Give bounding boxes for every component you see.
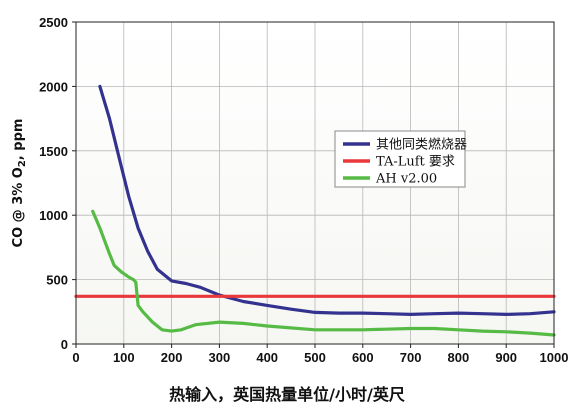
x-tick-label-900: 900 [495, 350, 517, 365]
x-tick-label-0: 0 [72, 350, 79, 365]
x-tick-label-800: 800 [448, 350, 470, 365]
series-line-3 [91, 209, 556, 337]
series-line-1 [98, 84, 556, 316]
ticks-layer: 0 100 200 300 400 500 600 700 800 900 1000 0 500 1000… [39, 15, 568, 365]
series-layer [74, 84, 556, 337]
x-tick-label-300: 300 [209, 350, 231, 365]
y-axis-title-part-1: CO @ 3% O [11, 167, 26, 247]
y-axis-title-part-2: , ppm [11, 119, 26, 161]
y-tick-label-500: 500 [46, 273, 68, 288]
y-axis-title: CO @ 3% O2, ppm [11, 119, 28, 248]
x-axis-title: 热输入，英国热量单位/小时/英尺 [169, 385, 405, 404]
y-tick-label-0: 0 [61, 337, 68, 352]
legend-label-3: AH v2.00 [375, 172, 437, 187]
x-tick-label-1000: 1000 [540, 350, 569, 365]
x-tick-label-700: 700 [400, 350, 422, 365]
legend-label-2: TA-Luft 要求 [376, 155, 455, 170]
x-tick-label-200: 200 [161, 350, 183, 365]
y-tick-label-2000: 2000 [39, 79, 68, 94]
x-tick-label-100: 100 [113, 350, 135, 365]
legend: 其他同类燃烧器 TA-Luft 要求 AH v2.00 [334, 130, 467, 188]
legend-label-1: 其他同类燃烧器 [376, 137, 467, 153]
y-tick-label-1000: 1000 [39, 208, 68, 223]
y-axis-title-subscript: 2 [17, 160, 28, 167]
y-tick-label-1500: 1500 [39, 144, 68, 159]
grid-layer [76, 22, 554, 344]
x-tick-label-500: 500 [304, 350, 326, 365]
x-tick-label-400: 400 [256, 350, 278, 365]
y-tick-label-2500: 2500 [39, 15, 68, 30]
x-tick-label-600: 600 [352, 350, 374, 365]
